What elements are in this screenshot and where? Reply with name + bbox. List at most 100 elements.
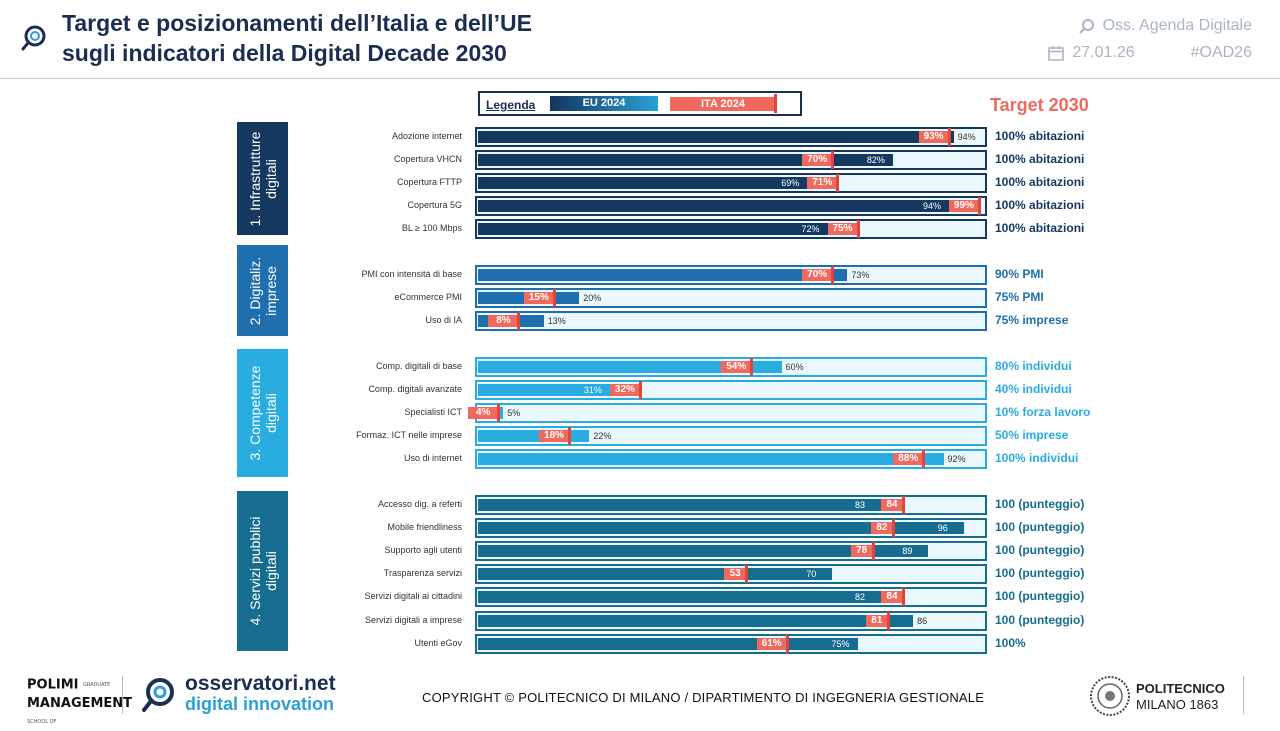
section-title-line: 1. Infrastrutture [246, 131, 263, 226]
legend-eu-2024: EU 2024 [550, 96, 658, 111]
target-value: 10% forza lavoro [995, 405, 1091, 420]
ita-marker [891, 519, 895, 538]
ita-marker [517, 312, 521, 331]
ita-marker [836, 174, 840, 193]
osservatori-net-logo-icon [142, 678, 174, 712]
calendar-icon [1048, 45, 1065, 61]
eu-label: 72% [801, 224, 820, 235]
target-value: 90% PMI [995, 267, 1044, 281]
eu-label: 96 [937, 523, 948, 534]
target-value: 100% individui [995, 451, 1079, 466]
ita-label: 84 [881, 591, 904, 604]
ita-marker [497, 404, 501, 423]
section-title-line: 2. Digitaliz. [246, 256, 263, 325]
ita-marker [745, 565, 749, 584]
ita-marker [831, 151, 835, 170]
row-label: Uso di internet [403, 453, 462, 464]
row-label: Servizi digitali a imprese [364, 614, 462, 625]
brand-label: Oss. Agenda Digitale [1102, 17, 1252, 34]
eu-label: 86 [917, 615, 928, 626]
row-label: Adozione internet [391, 131, 462, 141]
section-box: 2. Digitaliz. imprese [237, 245, 288, 336]
footer-divider-right [1243, 676, 1244, 714]
eu-bar [478, 545, 929, 558]
section-title-line: digitali [262, 158, 279, 199]
row-label: Servizi digitali ai cittadini [364, 591, 462, 602]
ita-label: 82 [870, 522, 893, 535]
osservatori-logo-icon [21, 25, 46, 51]
eu-bar [478, 568, 833, 581]
target-2030-header: Target 2030 [990, 95, 1089, 115]
target-value: 80% individui [995, 359, 1072, 373]
ita-marker [947, 128, 951, 146]
row-label: Utenti eGov [414, 637, 462, 648]
eu-label: 75% [831, 638, 850, 649]
row-label: Specialisti ICT [404, 407, 462, 418]
target-value: 100 (punteggio) [995, 520, 1085, 535]
row-label: Supporto agli utenti [384, 545, 462, 556]
row-label: Formaz. ICT nelle imprese [356, 430, 462, 441]
ita-marker [922, 450, 926, 469]
section-box: 4. Servizi pubblici digitali [237, 491, 288, 651]
eu-bar [478, 177, 828, 190]
eu-label: 82% [866, 155, 885, 166]
ita-label: 75% [827, 223, 858, 236]
row-label: Mobile friendliness [387, 522, 462, 533]
section-box: 3. Competenze digitali [237, 349, 288, 477]
eu-bar [478, 591, 893, 604]
politecnico-wordmark: POLITECNICO MILANO 1863 [1136, 681, 1225, 713]
eu-label: 82 [855, 592, 866, 603]
bar-frame [475, 311, 987, 332]
eu-bar [478, 223, 843, 236]
eu-bar [478, 154, 893, 167]
row-label: Accesso dig. a referti [377, 499, 462, 509]
legend-ita-tick [774, 94, 777, 113]
politecnico-seal-icon [1090, 676, 1130, 716]
header-meta: Oss. Agenda Digitale 27.01.26 #OAD26 [1048, 12, 1252, 66]
row-label: Copertura 5G [407, 200, 462, 211]
row-label: PMI con intensità di base [361, 269, 462, 279]
row-label: Comp. digitali di base [375, 361, 462, 371]
page-title: Target e posizionamenti dell’Italia e de… [62, 8, 532, 68]
row-label: eCommerce PMI [394, 292, 462, 303]
eu-label: 5% [507, 408, 521, 419]
pm-line-1: POLITECNICO [1136, 681, 1225, 696]
search-icon [1078, 18, 1094, 34]
title-line-1: Target e posizionamenti dell’Italia e de… [62, 10, 532, 36]
eu-label: 89 [902, 546, 913, 557]
ita-label: 99% [948, 200, 979, 213]
hashtag-label: #OAD26 [1190, 44, 1252, 61]
ita-label: 78 [850, 545, 873, 558]
eu-bar [478, 361, 782, 373]
eu-label: 31% [583, 385, 602, 396]
section-box: 1. Infrastrutture digitali [237, 122, 288, 235]
ita-label: 53 [724, 568, 747, 581]
osservatori-net-wordmark: osservatori.net digital innovation [185, 673, 336, 714]
section-title-line: 4. Servizi pubblici [246, 516, 263, 626]
ita-label: 54% [721, 361, 752, 373]
ita-marker [568, 427, 572, 446]
section-title-line: imprese [262, 265, 279, 316]
eu-label: 69% [781, 178, 800, 189]
eu-label: 92% [947, 454, 966, 465]
ita-marker [902, 496, 906, 514]
ita-label: 70% [802, 269, 833, 281]
section-title: 4. Servizi pubblici digitali [247, 517, 279, 626]
target-value: 100% abitazioni [995, 129, 1085, 143]
section-title-line: digitali [262, 551, 279, 591]
section-title-line: 3. Competenze [246, 365, 263, 461]
eu-label: 83 [855, 500, 866, 510]
eu-label: 13% [547, 316, 566, 327]
target-value: 100% abitazioni [995, 198, 1085, 213]
row-label: Comp. digitali avanzate [368, 384, 462, 395]
eu-bar [478, 200, 954, 213]
ita-marker [856, 220, 860, 239]
polimi-line-1: POLIMI [27, 677, 79, 693]
ita-label: 8% [488, 315, 519, 328]
polimi-line-2: MANAGEMENT [27, 695, 133, 711]
eu-bar [478, 453, 944, 466]
ita-marker [831, 266, 835, 284]
target-value: 100 (punteggio) [995, 589, 1085, 604]
eu-bar [478, 131, 954, 143]
row-label: Uso di IA [425, 315, 462, 326]
